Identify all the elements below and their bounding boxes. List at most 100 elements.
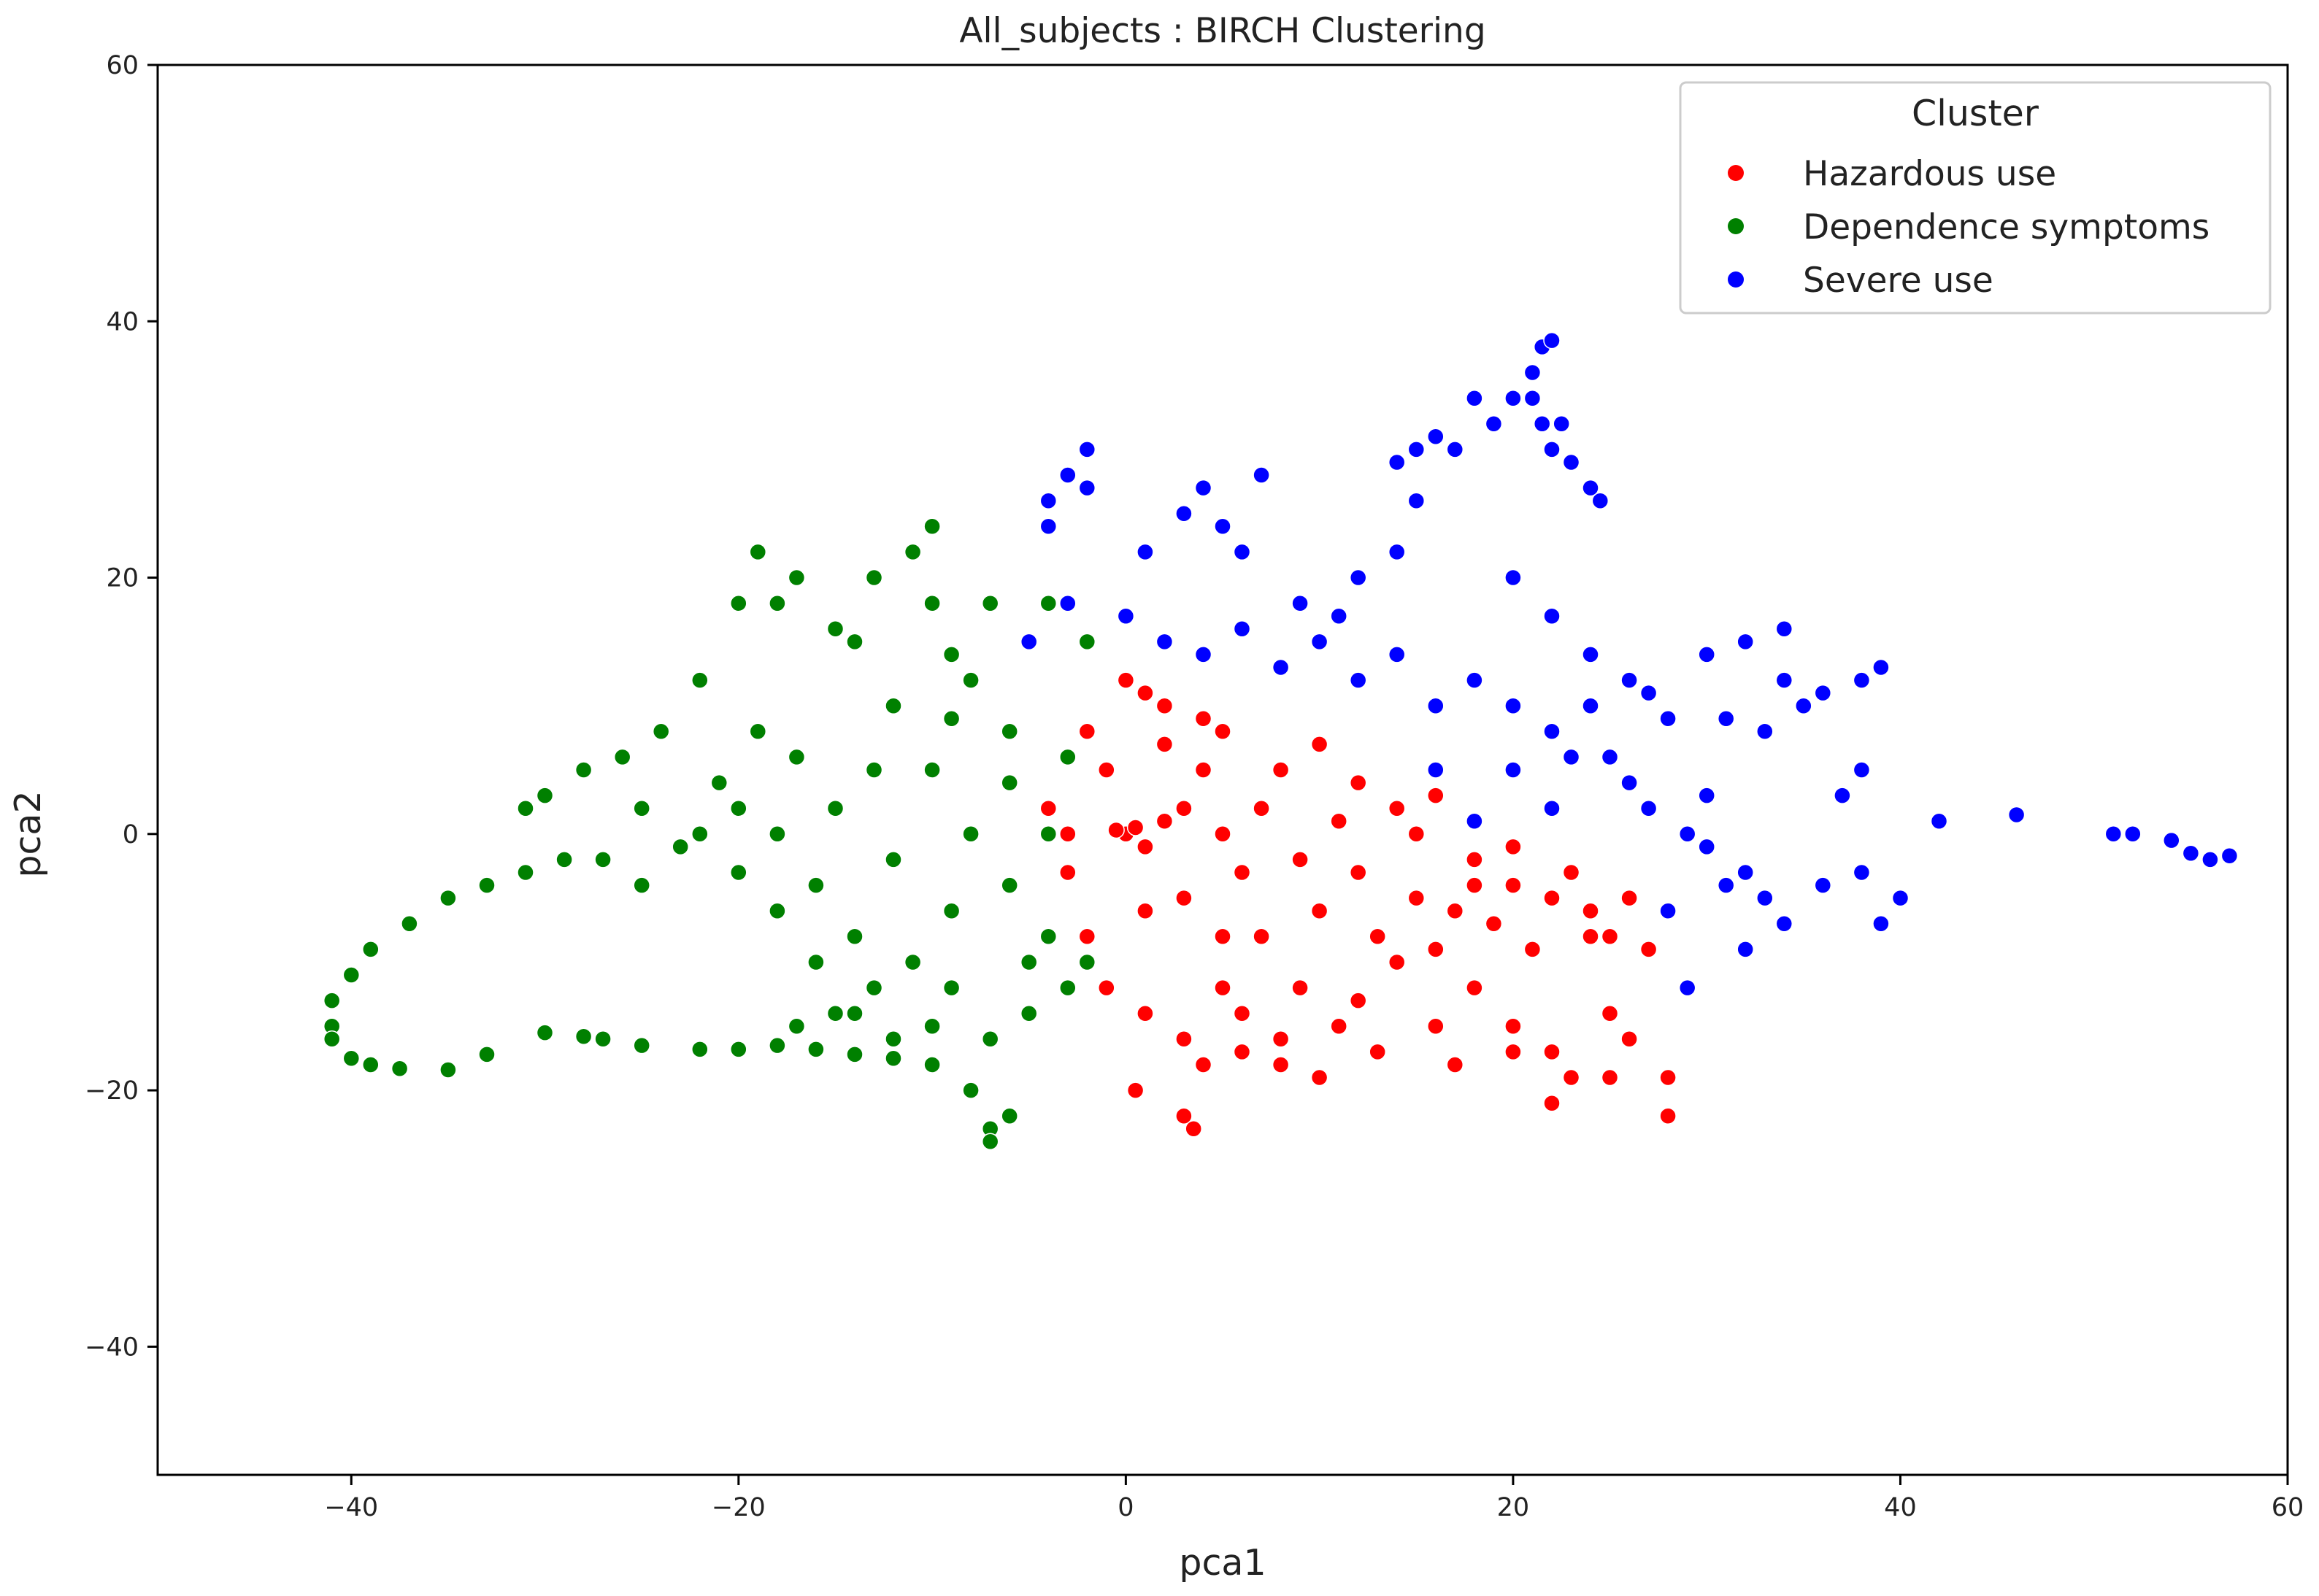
- point-hazardous-use: [1175, 1107, 1193, 1125]
- point-severe-use: [1582, 646, 1599, 663]
- point-severe-use: [1388, 543, 1406, 561]
- point-severe-use: [1853, 863, 1871, 882]
- point-hazardous-use: [1310, 902, 1328, 920]
- point-hazardous-use: [1582, 902, 1599, 920]
- point-dependence-symptoms: [633, 1036, 650, 1055]
- point-severe-use: [1466, 812, 1483, 830]
- point-dependence-symptoms: [633, 799, 650, 817]
- point-severe-use: [1175, 504, 1193, 523]
- point-dependence-symptoms: [865, 568, 883, 587]
- point-severe-use: [1814, 876, 1832, 894]
- point-hazardous-use: [1466, 851, 1483, 868]
- point-hazardous-use: [1233, 1043, 1251, 1061]
- point-hazardous-use: [1310, 736, 1328, 753]
- point-severe-use: [1717, 876, 1735, 894]
- point-dependence-symptoms: [536, 787, 554, 804]
- point-severe-use: [1659, 709, 1677, 728]
- point-severe-use: [2007, 806, 2026, 824]
- point-severe-use: [2124, 825, 2142, 843]
- point-dependence-symptoms: [904, 543, 922, 561]
- point-hazardous-use: [1310, 1068, 1328, 1087]
- point-dependence-symptoms: [613, 748, 631, 766]
- point-dependence-symptoms: [942, 709, 961, 728]
- point-dependence-symptoms: [981, 594, 999, 612]
- point-dependence-symptoms: [574, 1028, 593, 1046]
- point-dependence-symptoms: [691, 671, 709, 689]
- point-hazardous-use: [1214, 722, 1231, 741]
- point-hazardous-use: [1388, 953, 1406, 971]
- point-dependence-symptoms: [652, 722, 670, 741]
- point-dependence-symptoms: [362, 941, 380, 958]
- y-tick-label: −20: [85, 1076, 139, 1106]
- point-dependence-symptoms: [885, 697, 902, 714]
- point-dependence-symptoms: [942, 902, 961, 920]
- point-hazardous-use: [1504, 1017, 1522, 1036]
- point-dependence-symptoms: [769, 1036, 786, 1055]
- point-dependence-symptoms: [1020, 1004, 1038, 1022]
- x-tick-label: 20: [1497, 1493, 1530, 1522]
- point-severe-use: [1523, 363, 1542, 382]
- point-severe-use: [1388, 646, 1406, 663]
- x-tick-label: 0: [1118, 1493, 1134, 1522]
- point-dependence-symptoms: [730, 594, 747, 612]
- point-dependence-symptoms: [555, 851, 573, 868]
- point-severe-use: [1698, 646, 1715, 663]
- point-severe-use: [1553, 415, 1570, 433]
- chart-title: All_subjects : BIRCH Clustering: [959, 11, 1485, 51]
- point-dependence-symptoms: [439, 889, 457, 907]
- point-hazardous-use: [1330, 1017, 1347, 1036]
- point-hazardous-use: [1194, 1056, 1212, 1073]
- y-axis-title: pca2: [7, 790, 49, 877]
- point-hazardous-use: [1543, 1043, 1561, 1061]
- point-dependence-symptoms: [710, 774, 728, 792]
- point-hazardous-use: [1446, 1056, 1464, 1073]
- point-severe-use: [1756, 889, 1774, 907]
- point-hazardous-use: [1620, 1030, 1638, 1048]
- point-hazardous-use: [1349, 774, 1367, 792]
- point-dependence-symptoms: [904, 953, 922, 971]
- point-severe-use: [1639, 799, 1658, 817]
- point-severe-use: [1659, 902, 1677, 920]
- point-hazardous-use: [1659, 1068, 1677, 1087]
- point-dependence-symptoms: [788, 748, 806, 766]
- point-hazardous-use: [1137, 684, 1154, 702]
- x-tick-label: −40: [324, 1493, 378, 1522]
- point-severe-use: [1601, 748, 1619, 766]
- point-dependence-symptoms: [942, 646, 961, 663]
- point-severe-use: [1591, 492, 1610, 509]
- point-hazardous-use: [1388, 799, 1406, 817]
- point-dependence-symptoms: [672, 838, 689, 856]
- point-dependence-symptoms: [730, 863, 747, 882]
- point-severe-use: [1020, 633, 1038, 651]
- points-layer: [323, 331, 2239, 1151]
- point-severe-use: [1737, 941, 1754, 958]
- point-hazardous-use: [1272, 761, 1290, 779]
- point-dependence-symptoms: [923, 517, 941, 536]
- y-tick-label: 20: [106, 564, 139, 593]
- point-hazardous-use: [1214, 979, 1231, 997]
- point-severe-use: [1059, 594, 1077, 612]
- point-dependence-symptoms: [478, 1046, 496, 1063]
- point-dependence-symptoms: [730, 1041, 747, 1058]
- point-dependence-symptoms: [846, 633, 864, 651]
- point-dependence-symptoms: [691, 825, 709, 843]
- point-dependence-symptoms: [788, 1017, 806, 1036]
- point-severe-use: [1155, 633, 1174, 651]
- point-severe-use: [1466, 671, 1483, 689]
- point-severe-use: [1504, 761, 1522, 779]
- point-severe-use: [1427, 428, 1445, 446]
- point-hazardous-use: [1543, 889, 1561, 907]
- x-tick-label: −20: [712, 1493, 766, 1522]
- point-dependence-symptoms: [342, 966, 361, 984]
- point-hazardous-use: [1039, 799, 1058, 817]
- y-tick-label: 0: [123, 820, 139, 849]
- point-severe-use: [1639, 684, 1658, 702]
- point-severe-use: [1523, 389, 1542, 407]
- point-dependence-symptoms: [1001, 722, 1018, 741]
- point-severe-use: [1678, 825, 1696, 843]
- point-hazardous-use: [1175, 1030, 1193, 1048]
- point-hazardous-use: [1185, 1120, 1202, 1138]
- point-dependence-symptoms: [846, 1004, 864, 1022]
- point-severe-use: [1620, 671, 1638, 689]
- point-dependence-symptoms: [769, 902, 786, 920]
